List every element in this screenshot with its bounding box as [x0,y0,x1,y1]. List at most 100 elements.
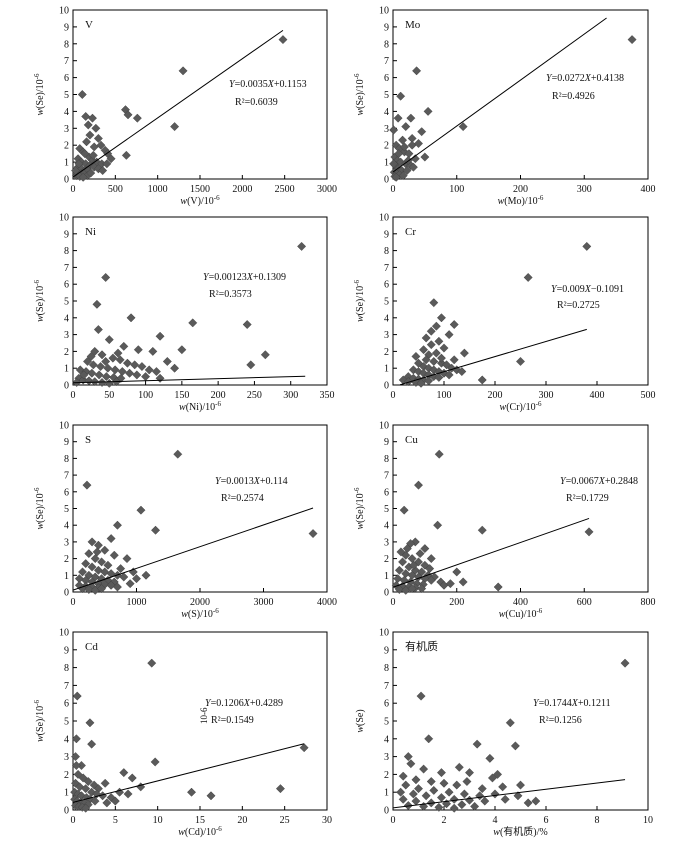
data-point [620,658,630,668]
plot-frame [392,9,649,180]
data-point [86,351,96,361]
panel-label: Cd [85,641,98,653]
data-point [93,325,103,335]
data-point [97,377,107,387]
data-point [87,368,97,378]
x-axis-label: w(V)/10-6 [180,194,220,207]
x-tick-label: 0 [391,390,396,401]
x-tick-label: 1000 [148,184,168,195]
data-point [414,784,423,794]
y-tick-label: 1 [384,158,389,169]
y-tick-label: 4 [64,313,69,324]
data-point [627,35,637,45]
data-point [465,768,474,778]
data-point [421,791,431,801]
x-tick-label: 100 [138,390,153,401]
data-point [89,142,99,152]
data-point [83,777,93,787]
data-point [90,554,100,564]
data-point [87,537,97,547]
panel-label: S [85,434,91,446]
data-point [493,582,503,592]
data-point [434,336,444,346]
x-tick-label: 500 [108,184,123,195]
data-point [102,159,112,169]
y-tick-label: 7 [64,681,69,692]
data-point [462,777,472,787]
x-tick-label: 0 [391,184,396,195]
data-point [490,789,500,799]
data-point [421,333,431,343]
y-tick-label: 8 [64,246,69,257]
data-point [87,787,97,797]
x-tick-label: 2500 [275,184,295,195]
x-tick-label: 2 [442,815,447,826]
data-point [103,560,113,570]
y-tick-label: 2 [64,770,69,781]
data-point [97,557,107,567]
data-point [150,757,160,767]
x-tick-label: 6 [544,815,549,826]
data-point [582,241,592,251]
data-point [132,113,142,123]
data-point [96,140,106,150]
data-point [98,166,108,176]
data-point [130,360,140,370]
x-tick-label: 2000 [190,597,210,608]
data-point [394,585,404,594]
y-tick-label: 3 [64,124,69,135]
data-point [148,346,158,356]
data-point [151,525,161,535]
data-point [97,350,107,360]
y-tick-label: 0 [64,588,69,599]
x-tick-label: 250 [247,390,262,401]
data-point [531,796,541,806]
data-point [109,550,119,560]
y-tick-label: 10 [379,213,389,224]
x-axis-label: w(Cu)/10-6 [499,607,543,620]
data-point [415,549,425,559]
data-point [420,152,430,162]
data-point [407,584,417,594]
data-point [444,330,454,340]
data-point [113,348,123,358]
y-tick-label: 7 [384,471,389,482]
x-tick-label: 1000 [127,597,147,608]
data-point [74,159,84,169]
y-tick-label: 9 [64,22,69,33]
data-point [498,782,508,792]
data-point [459,789,469,799]
x-tick-label: 150 [174,390,189,401]
data-point [246,360,256,370]
y-tick-label: 6 [64,487,69,498]
data-point [101,356,111,366]
x-tick-label: 4000 [317,597,337,608]
data-point [132,370,142,380]
data-point [102,798,112,808]
data-point [89,780,99,790]
r-squared-label: R²=0.2725 [557,300,600,311]
data-point [439,778,449,788]
data-point [112,520,122,530]
data-point [162,356,172,366]
data-point [119,768,129,778]
y-axis-label: w(Se)/10-6 [33,487,46,529]
x-tick-label: 1500 [190,184,210,195]
data-point [110,365,120,375]
y-tick-label: 5 [384,90,389,101]
data-point [88,360,98,370]
data-point [510,741,520,751]
data-point [90,796,100,806]
y-tick-label: 10 [379,628,389,639]
regression-line [392,779,626,809]
data-point [100,778,110,788]
data-point [487,773,497,783]
y-tick-label: 10 [59,628,69,639]
regression-equation: Y=0.0035X+0.1153 [229,79,307,90]
data-point [412,66,422,76]
data-point [436,768,446,778]
y-tick-label: 9 [384,437,389,448]
chart-panel-6: 0 1 2 3 4 5 6 7 8 9 10 0 200 400 600 800 w(Cu)/10-6 w(Se)… [353,421,656,621]
